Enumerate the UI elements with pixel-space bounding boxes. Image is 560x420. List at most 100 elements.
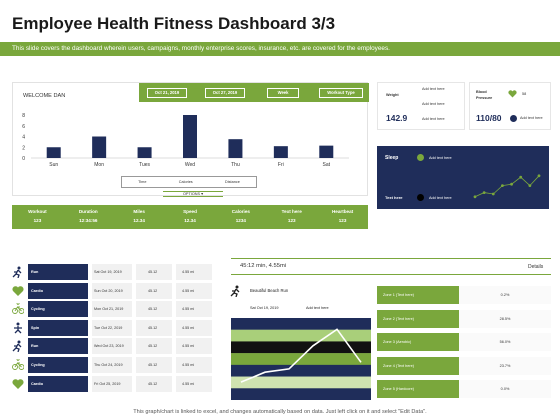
bp-label: Blood Pressure [476, 90, 493, 100]
date-to-button[interactable]: Oct 27, 2019 [205, 88, 245, 98]
bp-dot-icon [510, 115, 517, 122]
activity-name: Cycling [28, 301, 88, 318]
stat-label: Speed [183, 209, 197, 214]
stat-text: Text here 123 [266, 205, 317, 229]
stat-miles: Miles 12.34 [114, 205, 165, 229]
zone-row: Zone 1 (Text here) 0.2% [377, 286, 551, 304]
x-tick-label: Sat [323, 162, 331, 168]
stats-bar: Workout 123 Duration 12:34:56 Miles 12.34 S… [12, 205, 368, 229]
date-filter-bar: Oct 21, 2019 Oct 27, 2019 Week Workout T… [139, 83, 369, 102]
bar-sat[interactable] [319, 145, 334, 158]
stat-label: Text here [281, 209, 302, 214]
spin-icon [14, 322, 22, 334]
stat-duration: Duration 12:34:56 [63, 205, 114, 229]
x-tick-label: Sun [49, 162, 58, 168]
activity-date: Sat Oct 19, 2019 [92, 264, 132, 280]
bar-tues[interactable] [137, 147, 152, 158]
activity-row[interactable]: Cardio Fri Oct 25, 2019 45.12 4.55 mi [12, 375, 212, 392]
weight-card: Weight Add text here Add text here Add t… [377, 82, 465, 130]
date-from-button[interactable]: Oct 21, 2019 [147, 88, 187, 98]
zone-label: Zone 5 (Hardcore) [377, 380, 459, 398]
bar-sun[interactable] [46, 147, 61, 158]
footer-note: This graph/chart is linked to excel, and… [133, 409, 427, 415]
y-tick-label: 8 [22, 113, 25, 119]
activity-date: Mon Oct 21, 2019 [92, 301, 132, 318]
zone-band [231, 329, 371, 342]
x-tick-label: Mon [94, 162, 104, 168]
activity-date: Thu Oct 24, 2019 [92, 357, 132, 373]
sleep-point [491, 192, 495, 196]
sleep-line [474, 175, 540, 198]
run-icon [12, 266, 22, 278]
session-mid-divider [231, 274, 551, 275]
stat-label: Duration [78, 209, 98, 214]
sleep-point [473, 195, 477, 199]
workout-type-button[interactable]: Workout Type [319, 88, 363, 98]
zone-label: Zone 2 (Text here) [377, 309, 459, 328]
stat-value: 123 [338, 218, 347, 223]
sleep-note-1: Add text here [429, 156, 452, 160]
weekly-bar-chart: 0 2 4 6 8 Sun Mon Tues Wed Thu Fri Sat [22, 113, 349, 168]
bar-wed[interactable] [183, 115, 197, 158]
welcome-text: WELCOME DAN [23, 93, 66, 99]
activity-date: Wed Oct 23, 2019 [92, 338, 132, 355]
activity-name: Run [28, 264, 88, 280]
zone-band [231, 364, 371, 377]
stat-value: 1234 [235, 218, 246, 223]
activity-row[interactable]: Spin Tue Oct 22, 2019 45.12 4.55 mi [12, 319, 212, 336]
zone-value: 23.7% [459, 356, 551, 375]
details-link[interactable]: Details [528, 264, 544, 270]
legend-distance[interactable]: Distance [225, 180, 240, 184]
activity-distance: 4.55 mi [176, 375, 212, 392]
activity-time: 45.12 [136, 319, 172, 336]
stat-calories: Calories 1234 [215, 205, 266, 229]
stat-value: 12.34 [133, 218, 145, 223]
activity-row[interactable]: Run Sat Oct 19, 2019 45.12 4.55 mi [12, 264, 212, 280]
bp-value: 110/80 [476, 113, 502, 123]
options-dropdown[interactable]: OPTIONS ▾ [163, 191, 223, 197]
bike-icon [12, 359, 24, 370]
session-summary: 45:12 min, 4.55mi [240, 263, 287, 269]
stat-workout: Workout 123 [12, 205, 63, 229]
activity-row[interactable]: Cardio Sun Oct 20, 2019 45.12 4.55 mi [12, 282, 212, 299]
session-date: Sat Oct 19, 2019 [250, 306, 279, 310]
zone-label: Zone 3 (Aerobic) [377, 333, 459, 351]
activity-date: Fri Oct 25, 2019 [92, 375, 132, 392]
zone-value: 0.2% [459, 286, 551, 304]
stat-label: Heartbeat [331, 209, 354, 214]
heart-icon [508, 90, 517, 98]
stat-value: 12.34 [184, 218, 196, 223]
activity-row[interactable]: Cycling Mon Oct 21, 2019 45.12 4.55 mi [12, 301, 212, 318]
run-icon [12, 340, 22, 353]
stat-label: Miles [133, 209, 145, 214]
y-tick-label: 2 [22, 145, 25, 151]
chart-legend: Time Calories Distance [121, 176, 257, 188]
y-tick-label: 0 [22, 156, 25, 162]
activity-distance: 4.55 mi [176, 319, 212, 336]
bike-icon [12, 303, 24, 315]
legend-time[interactable]: Time [138, 180, 147, 184]
bar-thu[interactable] [228, 139, 243, 158]
sleep-line-chart [473, 174, 541, 199]
sleep-point [537, 174, 541, 178]
activity-row[interactable]: Run Wed Oct 23, 2019 45.12 4.55 mi [12, 338, 212, 355]
weight-note-1: Add text here [422, 87, 445, 91]
sleep-label: Sleep [385, 155, 399, 161]
period-button[interactable]: Week [267, 88, 299, 98]
sleep-point [482, 191, 486, 194]
zone-value: 28.5% [459, 309, 551, 328]
bar-fri[interactable] [273, 146, 288, 158]
activity-distance: 4.55 mi [176, 301, 212, 318]
legend-calories[interactable]: Calories [178, 180, 193, 184]
activity-row[interactable]: Cycling Thu Oct 24, 2019 45.12 4.55 mi [12, 357, 212, 373]
zone-label: Zone 4 (Text here) [377, 356, 459, 375]
stat-value: 123 [33, 218, 42, 223]
y-tick-label: 6 [22, 124, 25, 130]
stat-value: 12:34:56 [79, 218, 98, 223]
sleep-point [510, 182, 513, 186]
weight-value: 142.9 [386, 113, 408, 123]
activity-name: Run [28, 338, 88, 355]
x-tick-label: Fri [278, 162, 284, 168]
bar-mon[interactable] [92, 136, 107, 159]
sleep-point [519, 175, 523, 179]
